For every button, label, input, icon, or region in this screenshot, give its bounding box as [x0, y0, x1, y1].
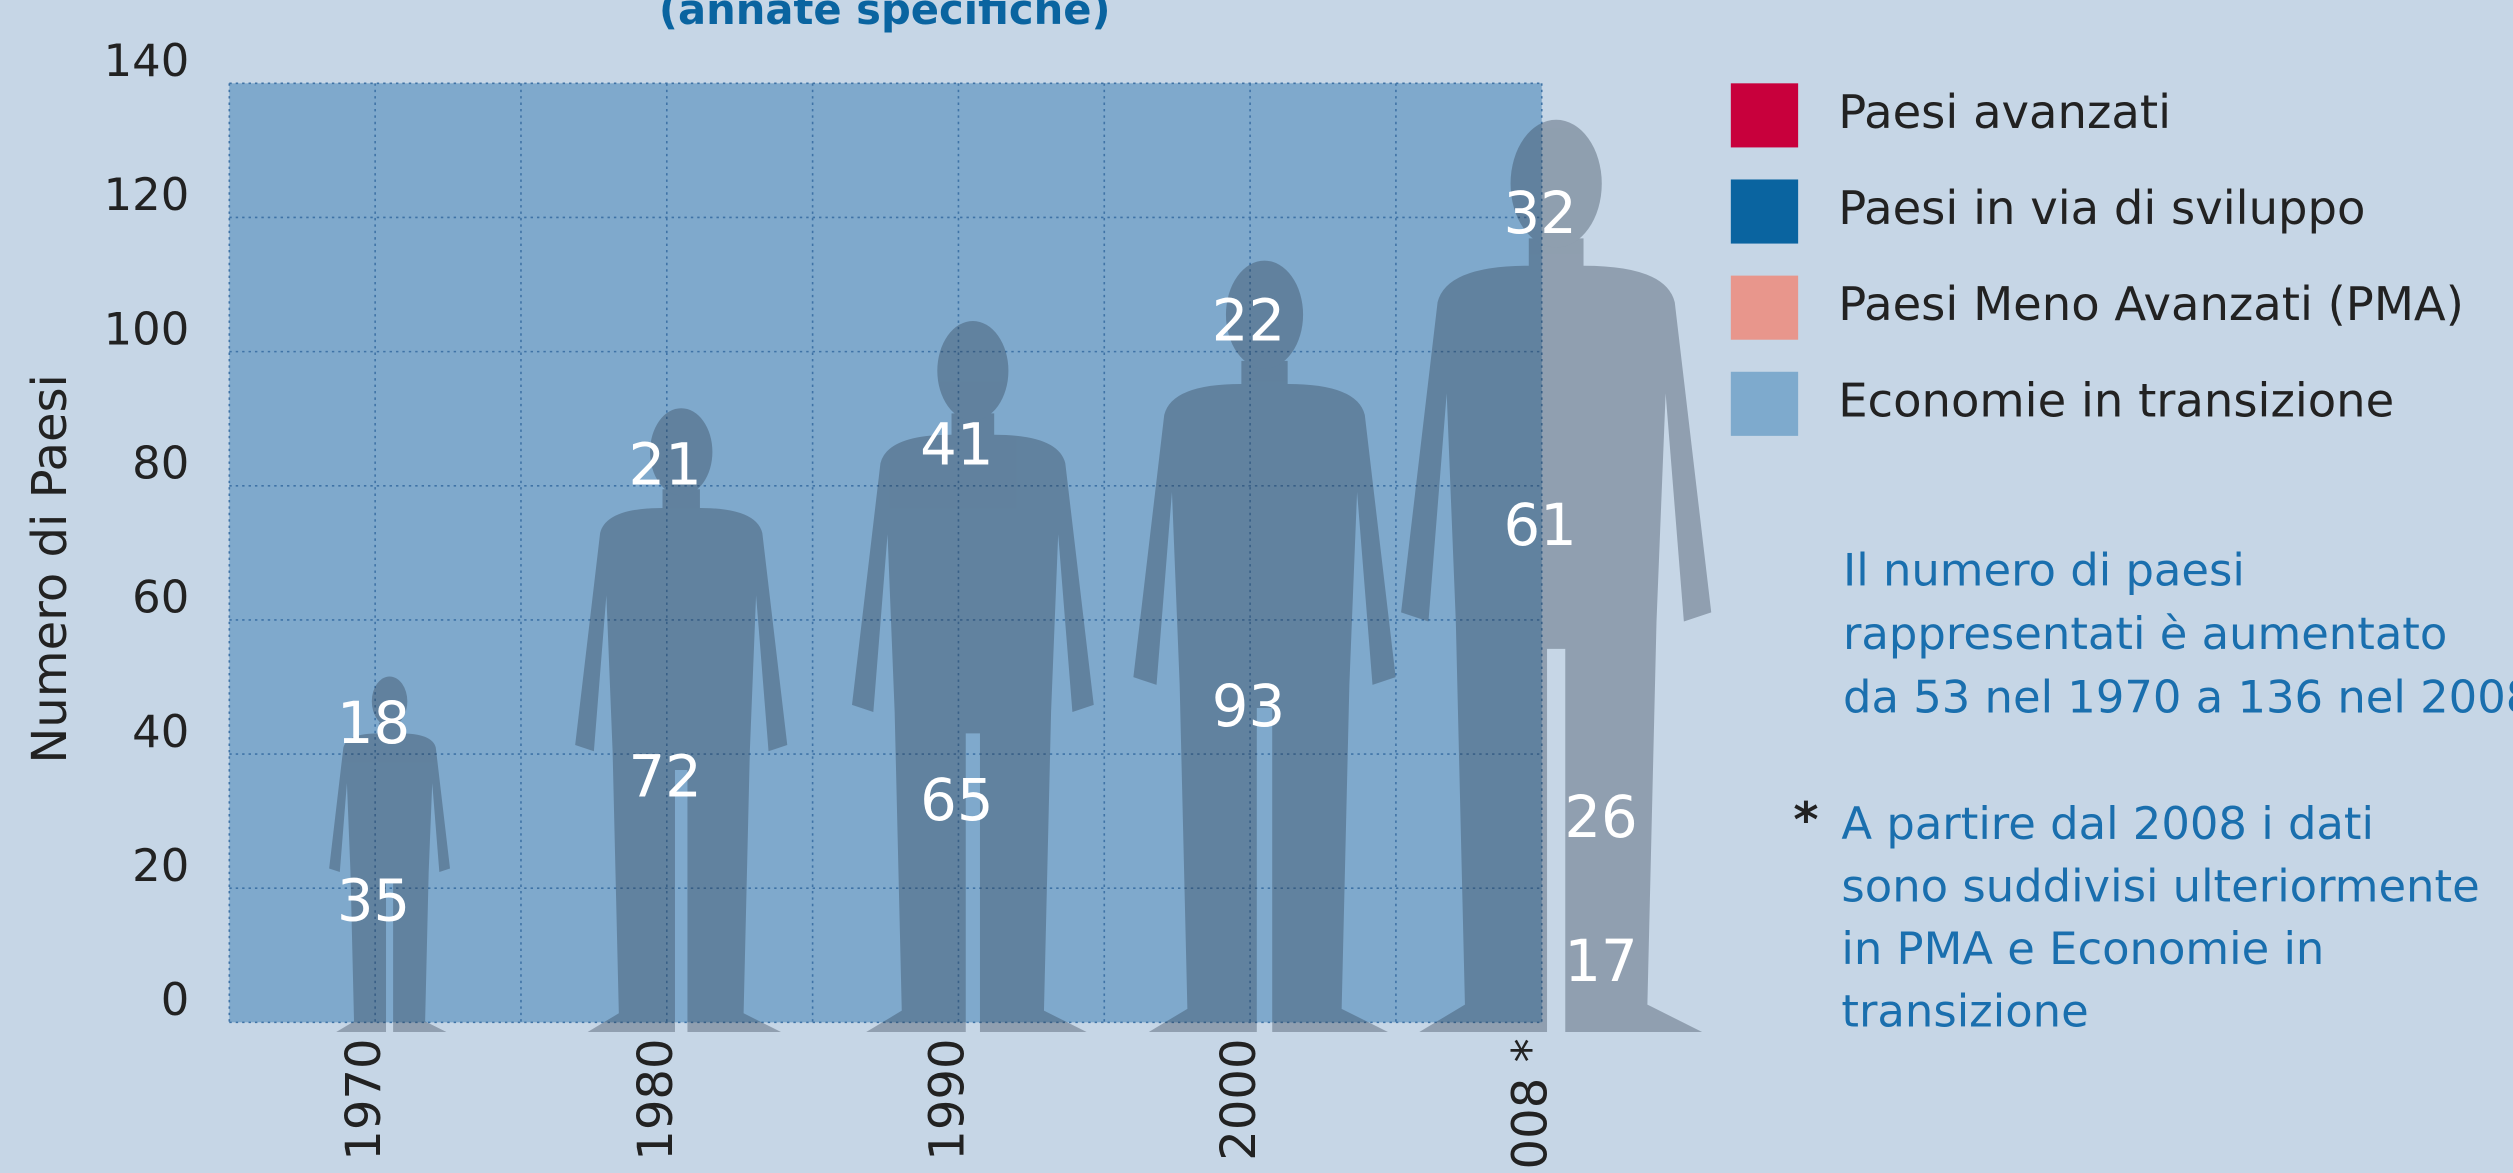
data-label: 17 — [1564, 927, 1637, 995]
shadow-head — [371, 676, 408, 727]
x-tick-label: 2000 — [1211, 1038, 1267, 1160]
shadow-head — [1225, 260, 1304, 369]
data-label: 41 — [920, 411, 993, 479]
y-tick-label: 140 — [104, 34, 190, 87]
legend-label: Economie in transizione — [1838, 373, 2394, 427]
figure-shadow — [1401, 119, 1712, 1032]
footnote-line: transizione — [1841, 984, 2088, 1037]
note-line: rappresentati è aumentato — [1843, 607, 2447, 660]
y-tick-label: 80 — [132, 437, 189, 490]
data-label: 35 — [337, 867, 410, 935]
data-label: 21 — [628, 431, 701, 499]
legend-label: Paesi Meno Avanzati (PMA) — [1838, 277, 2464, 331]
figure-shadow — [851, 320, 1094, 1032]
y-tick-label: 100 — [104, 302, 190, 355]
data-label: 22 — [1212, 286, 1285, 354]
shadow-body — [575, 489, 788, 1032]
shadow-head — [1510, 119, 1602, 248]
shadow-head — [937, 320, 1009, 421]
chart-subtitle: (annate specifiche) — [659, 0, 1111, 34]
figure-shadow — [1133, 260, 1396, 1032]
shadow-body — [851, 413, 1094, 1032]
shadow-head — [650, 408, 713, 496]
legend-swatch — [1730, 275, 1799, 340]
note-line: da 53 nel 1970 a 136 nel 2008 — [1843, 670, 2513, 723]
footnote-mark: * — [1793, 793, 1818, 849]
data-label: 26 — [1564, 783, 1637, 851]
legend-label: Paesi in via di sviluppo — [1838, 181, 2365, 235]
note-line: Il numero di paesi — [1843, 544, 2245, 597]
data-label: 18 — [337, 689, 410, 757]
data-label: 32 — [1503, 179, 1576, 247]
y-tick-label: 40 — [132, 705, 189, 758]
shadow-body — [1133, 360, 1396, 1032]
legend-swatch — [1730, 179, 1799, 244]
y-axis-title: Numero di Paesi — [22, 374, 78, 764]
x-tick-label: 1970 — [336, 1038, 392, 1160]
y-tick-label: 20 — [132, 839, 189, 892]
plot-area — [229, 83, 1542, 1023]
legend-label: Paesi avanzati — [1838, 85, 2171, 139]
footnote-line: sono suddivisi ulteriormente — [1841, 859, 2479, 912]
y-tick-label: 60 — [132, 571, 189, 624]
y-tick-label: 0 — [161, 973, 190, 1026]
data-label: 93 — [1212, 672, 1285, 740]
y-tick-label: 120 — [104, 168, 190, 221]
shadow-body — [1401, 238, 1712, 1032]
footnote-line: in PMA e Economie in — [1841, 922, 2324, 975]
data-label: 61 — [1503, 491, 1576, 559]
legend-swatch — [1730, 371, 1799, 436]
shadow-body — [329, 722, 451, 1032]
legend-swatch — [1730, 83, 1799, 148]
x-tick-label: 2008 * — [1503, 1038, 1559, 1173]
data-label: 72 — [628, 743, 701, 811]
figure-shadow — [575, 408, 788, 1032]
x-tick-label: 1980 — [628, 1038, 684, 1160]
figure-shadow — [329, 676, 451, 1032]
data-label: 65 — [920, 766, 993, 834]
x-tick-label: 1990 — [919, 1038, 975, 1160]
footnote-line: A partire dal 2008 i dati — [1841, 797, 2374, 850]
